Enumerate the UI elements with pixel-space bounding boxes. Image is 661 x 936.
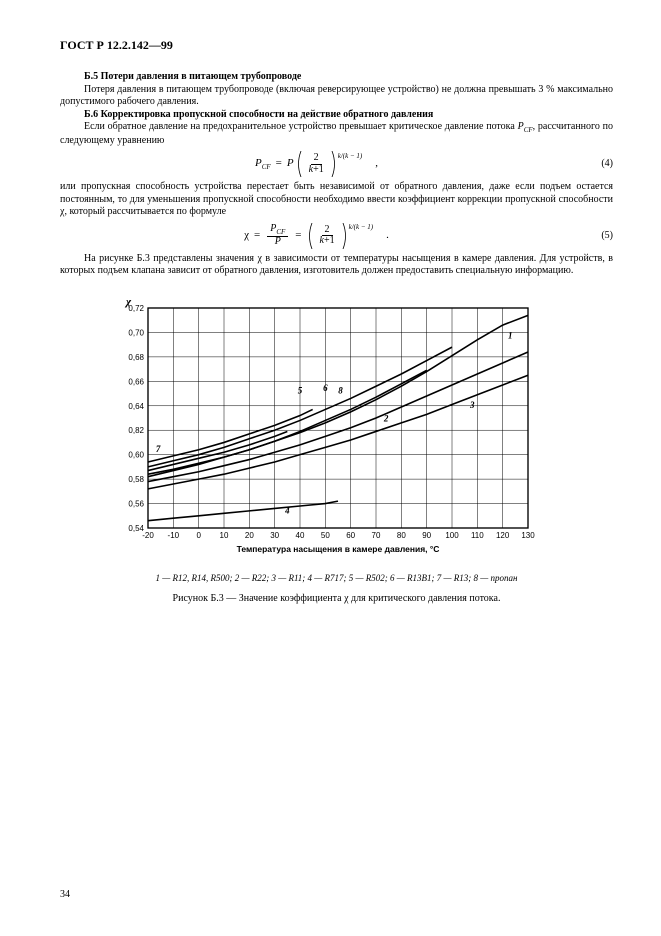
svg-text:0,54: 0,54 [128,524,144,533]
section-b6-text3: На рисунке Б.3 представлены значения χ в… [60,253,613,278]
rparen-icon [331,151,337,177]
svg-text:-10: -10 [168,531,180,540]
svg-text:0,82: 0,82 [128,426,144,435]
svg-text:3: 3 [469,400,475,410]
svg-text:80: 80 [397,531,406,540]
svg-text:110: 110 [471,531,484,540]
lparen-icon [296,151,302,177]
svg-text:0,64: 0,64 [128,402,144,411]
lparen2-icon [307,223,313,249]
section-b5-title: Б.5 Потери давления в питающем трубопров… [84,71,301,82]
equation-5-number: (5) [573,230,613,243]
equation-5: χ = PCFP = 2k+1 k/(k − 1) . (5) [60,223,613,249]
page-number: 34 [60,889,70,900]
svg-text:100: 100 [445,531,459,540]
svg-text:0: 0 [196,531,201,540]
svg-text:2: 2 [383,413,389,423]
figure-caption: Рисунок Б.3 — Значение коэффициента χ дл… [60,593,613,604]
body-text-block: Б.5 Потери давления в питающем трубопров… [60,71,613,278]
svg-text:0,72: 0,72 [128,304,144,313]
svg-text:0,58: 0,58 [128,475,144,484]
section-b6-text1: Если обратное давление на предохранитель… [60,121,613,147]
equation-4: PCF = P 2k+1 k/(k − 1) , (4) [60,151,613,177]
svg-text:0,68: 0,68 [128,353,144,362]
document-code: ГОСТ Р 12.2.142—99 [60,38,613,53]
svg-text:5: 5 [298,385,303,395]
b6-text1-a: Если обратное давление на предохранитель… [84,121,518,132]
svg-text:90: 90 [422,531,431,540]
svg-text:120: 120 [496,531,510,540]
svg-text:40: 40 [296,531,305,540]
svg-text:30: 30 [270,531,279,540]
svg-text:20: 20 [245,531,254,540]
section-b6-title: Б.6 Корректировка пропускной способности… [84,109,433,120]
svg-text:60: 60 [346,531,355,540]
section-b5-text: Потеря давления в питающем трубопроводе … [60,84,613,109]
figure-legend: 1 — R12, R14, R500; 2 — R22; 3 — R11; 4 … [60,573,613,583]
svg-text:1: 1 [508,330,513,340]
svg-text:0,56: 0,56 [128,499,144,508]
svg-text:0,60: 0,60 [128,450,144,459]
figure-b3-chart: χ-20-1001020304050607080901001101201300,… [114,292,613,567]
svg-text:Температура насыщения в камере: Температура насыщения в камере давления,… [237,544,440,554]
svg-text:7: 7 [156,444,161,454]
svg-text:8: 8 [338,385,343,395]
pcf-symbol: PCF [518,121,533,132]
section-b6-text2: или пропускная способность устройства пе… [60,181,613,219]
svg-text:-20: -20 [142,531,154,540]
equation-4-number: (4) [573,158,613,171]
svg-text:10: 10 [220,531,229,540]
svg-text:0,70: 0,70 [128,328,144,337]
svg-text:4: 4 [284,505,290,515]
svg-text:6: 6 [323,383,328,393]
svg-text:70: 70 [372,531,381,540]
legend-text: 1 — R12, R14, R500; 2 — R22; 3 — R11; 4 … [155,573,517,583]
chart-svg: χ-20-1001020304050607080901001101201300,… [114,292,544,562]
svg-text:0,66: 0,66 [128,377,144,386]
svg-text:50: 50 [321,531,330,540]
rparen2-icon [342,223,348,249]
svg-text:130: 130 [521,531,535,540]
